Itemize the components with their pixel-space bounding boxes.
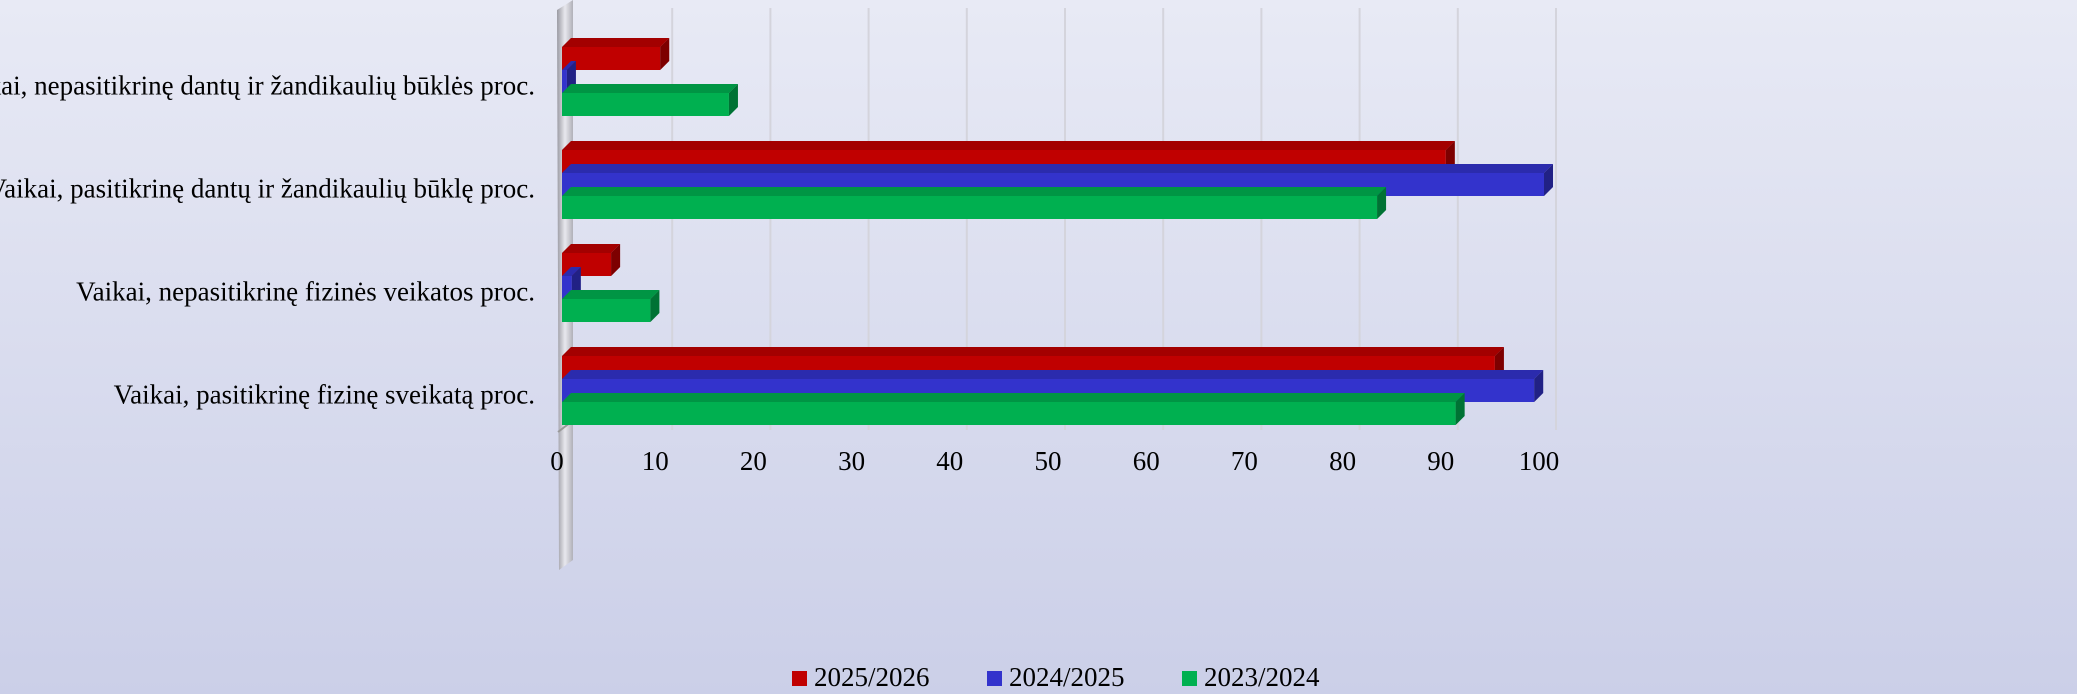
x-tick-label: 80	[1329, 446, 1356, 476]
legend-swatch	[987, 671, 1002, 686]
bar-top	[562, 38, 670, 47]
bar	[562, 187, 1387, 219]
x-tick-label: 0	[550, 446, 564, 476]
bar-side-shade	[1534, 370, 1544, 402]
bar-side	[728, 84, 738, 116]
category-label: Vaikai, nepasitikrinę dantų ir žandikaul…	[0, 71, 535, 101]
bar-front	[562, 70, 567, 93]
bar-top-shade	[562, 267, 581, 276]
bar-side	[650, 290, 660, 322]
bar-top	[562, 164, 1553, 173]
bar-top-shade	[562, 38, 670, 47]
bar-front	[562, 299, 651, 322]
bar-top-shade	[562, 370, 1544, 379]
bar-side	[1544, 164, 1553, 196]
x-tick-label: 20	[740, 446, 767, 476]
bar-top-shade	[562, 61, 576, 70]
x-tick-label: 50	[1035, 446, 1062, 476]
bar	[562, 38, 670, 70]
bar-side-shade	[1455, 393, 1465, 425]
bar-side-shade	[650, 290, 660, 322]
bar-side	[1534, 370, 1544, 402]
bar-top-shade	[562, 164, 1553, 173]
bar-top	[562, 393, 1465, 402]
legend-label: 2023/2024	[1204, 662, 1320, 692]
bar-side-shade	[611, 244, 621, 276]
bar-side-shade	[1544, 164, 1553, 196]
bar-top-shade	[562, 141, 1455, 150]
bar	[562, 290, 660, 322]
bar-top-shade	[562, 187, 1387, 196]
x-tick-label: 70	[1231, 446, 1258, 476]
legend-swatch	[1182, 671, 1197, 686]
legend-swatch	[792, 671, 807, 686]
bar-side-shade	[1377, 187, 1387, 219]
bar-top-shade	[562, 84, 738, 93]
bar-top-shade	[562, 347, 1504, 356]
bar-top	[562, 290, 660, 299]
bar-side	[611, 244, 621, 276]
bar-top	[562, 187, 1387, 196]
bar-top	[562, 267, 581, 276]
bar-top	[562, 244, 621, 253]
x-tick-label: 60	[1133, 446, 1160, 476]
bar-front	[562, 196, 1378, 219]
bar	[562, 393, 1465, 425]
bar-top-shade	[562, 393, 1465, 402]
x-tick-label: 100	[1519, 446, 1560, 476]
bar-side-shade	[660, 38, 670, 70]
category-label: Vaikai, pasitikrinę dantų ir žandikaulių…	[0, 174, 535, 204]
bar-side	[1377, 187, 1387, 219]
bar-top-shade	[562, 290, 660, 299]
bar-front	[562, 402, 1456, 425]
x-tick-label: 40	[936, 446, 963, 476]
bar-top-shade	[562, 244, 621, 253]
category-label: Vaikai, pasitikrinę fizinę sveikatą proc…	[114, 380, 535, 410]
bar-top	[562, 61, 576, 70]
bar-top	[562, 370, 1544, 379]
x-tick-label: 90	[1427, 446, 1454, 476]
bar-side-shade	[728, 84, 738, 116]
bar-top	[562, 141, 1455, 150]
bar-side	[1455, 393, 1465, 425]
bar-top	[562, 347, 1504, 356]
bar-top	[562, 84, 738, 93]
bar-front	[562, 47, 661, 70]
category-label: Vaikai, nepasitikrinę fizinės veikatos p…	[76, 277, 535, 307]
legend-label: 2025/2026	[814, 662, 930, 692]
legend-label: 2024/2025	[1009, 662, 1125, 692]
bar-front	[562, 276, 572, 299]
bar-side	[660, 38, 670, 70]
x-tick-label: 30	[838, 446, 865, 476]
bar	[562, 84, 738, 116]
x-tick-label: 10	[642, 446, 669, 476]
bar-front	[562, 93, 729, 116]
